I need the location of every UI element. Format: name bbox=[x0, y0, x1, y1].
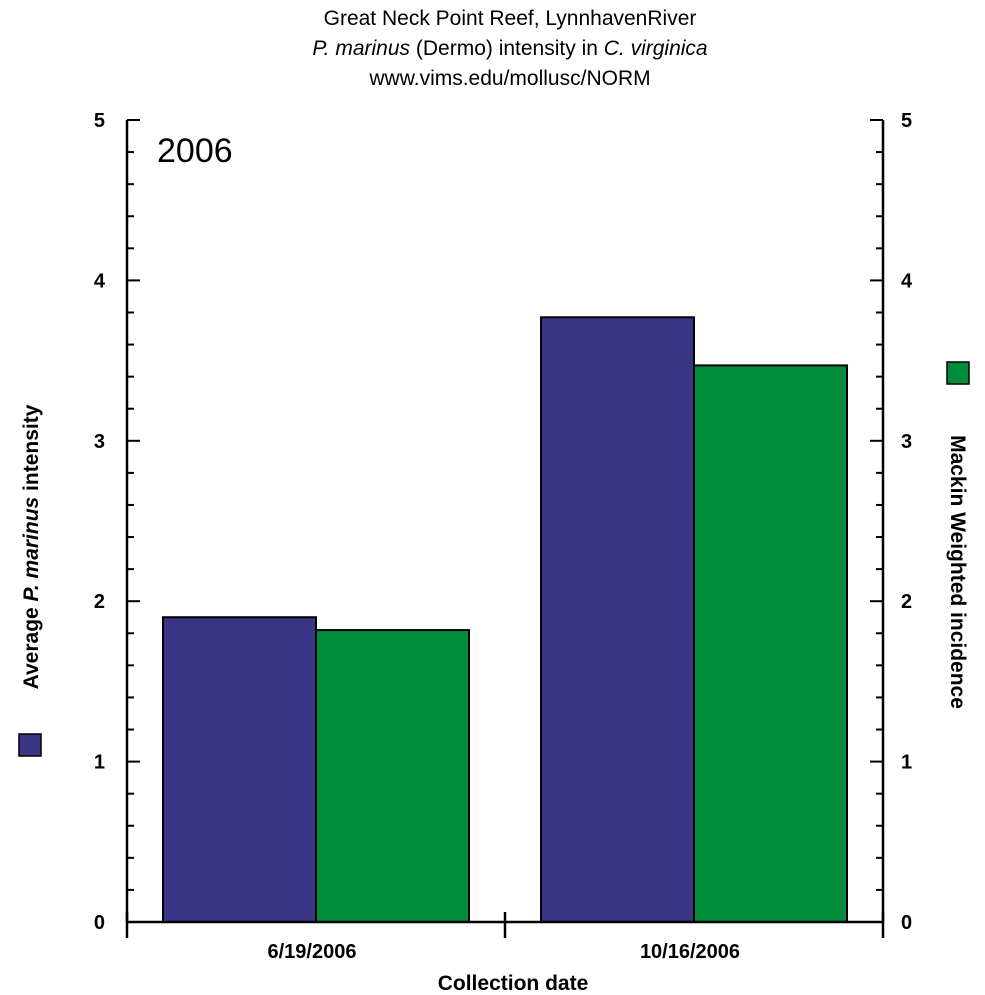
x-axis-title: Collection date bbox=[438, 972, 589, 995]
bar-incidence-2 bbox=[693, 364, 848, 923]
left-y-axis-title: Average P. marinus intensity bbox=[20, 404, 43, 689]
left-axis-title-group: Average P. marinus intensity bbox=[18, 404, 43, 757]
title-host-name: C. virginica bbox=[603, 37, 708, 60]
legend-swatch-intensity bbox=[18, 733, 42, 757]
title-species-name: P. marinus bbox=[312, 37, 411, 60]
left-y-tick-label-3: 3 bbox=[94, 431, 105, 453]
bar-intensity-1 bbox=[162, 616, 317, 923]
left-title-prefix: Average bbox=[20, 601, 43, 689]
right-y-tick-label-0: 0 bbox=[901, 912, 912, 934]
left-title-suffix: intensity bbox=[20, 404, 43, 497]
legend-swatch-incidence bbox=[946, 361, 970, 385]
right-y-tick-label-1: 1 bbox=[901, 752, 912, 774]
title-line-2: P. marinus (Dermo) intensity in C. virgi… bbox=[0, 34, 985, 64]
left-title-italic: P. marinus bbox=[20, 497, 43, 602]
title-line-1: Great Neck Point Reef, LynnhavenRiver bbox=[323, 7, 697, 30]
left-y-tick-label-2: 2 bbox=[94, 591, 105, 613]
left-y-tick-label-5: 5 bbox=[94, 110, 105, 132]
chart-title: Great Neck Point Reef, LynnhavenRiver P.… bbox=[0, 4, 985, 94]
ticks-group bbox=[125, 119, 885, 938]
title-middle-text: (Dermo) intensity in bbox=[410, 37, 604, 60]
x-tick-label-2: 10/16/2006 bbox=[640, 941, 740, 963]
right-y-tick-label-3: 3 bbox=[901, 431, 912, 453]
right-y-tick-label-4: 4 bbox=[901, 270, 913, 292]
tick-labels-group: 0 0 1 1 2 2 3 3 4 4 5 5 6/19/2006 10/16/2006 bbox=[94, 110, 913, 963]
right-y-tick-label-2: 2 bbox=[901, 591, 912, 613]
year-label: 2006 bbox=[157, 132, 233, 170]
bars-group bbox=[162, 316, 848, 924]
right-y-tick-label-5: 5 bbox=[901, 110, 912, 132]
left-y-tick-label-0: 0 bbox=[94, 912, 105, 934]
right-axis-title-group: Mackin Weighted incidence bbox=[946, 361, 970, 709]
left-y-tick-label-4: 4 bbox=[94, 270, 106, 292]
left-y-tick-label-1: 1 bbox=[94, 752, 105, 774]
right-y-axis-title: Mackin Weighted incidence bbox=[946, 435, 969, 709]
x-tick-label-1: 6/19/2006 bbox=[268, 941, 357, 963]
bar-incidence-1 bbox=[315, 629, 470, 924]
title-line-3: www.vims.edu/mollusc/NORM bbox=[369, 67, 651, 90]
bar-intensity-2 bbox=[540, 316, 695, 923]
